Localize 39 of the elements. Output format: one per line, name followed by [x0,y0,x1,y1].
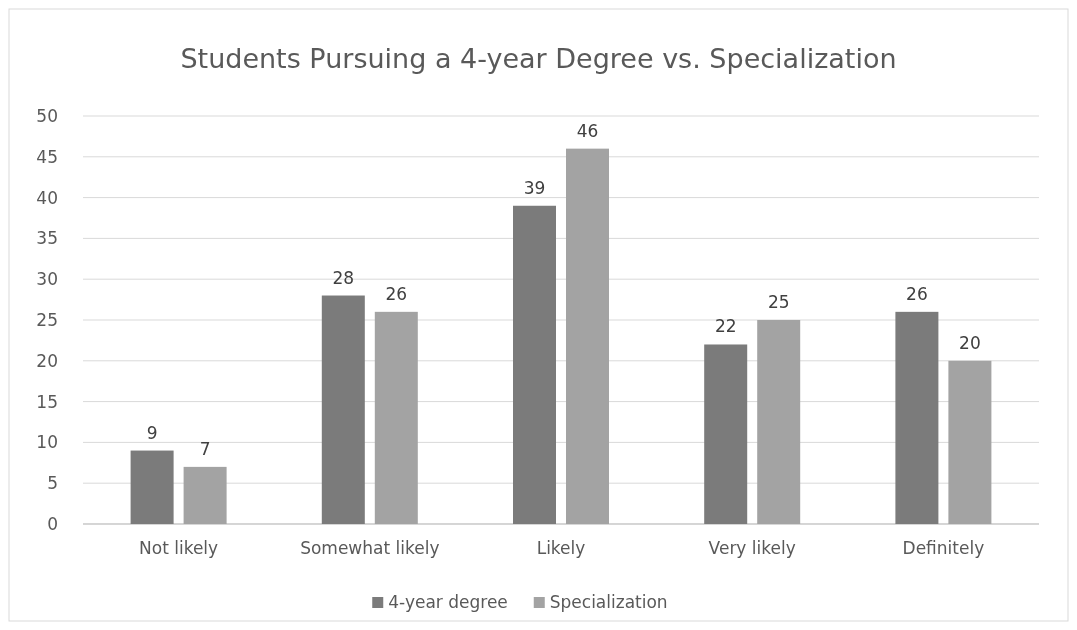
y-tick-label: 40 [36,187,58,208]
bar [948,360,992,524]
bar [757,320,801,524]
data-label: 26 [906,283,928,304]
y-tick-label: 20 [36,350,58,371]
data-label: 28 [332,267,355,288]
y-tick-label: 45 [36,146,58,167]
y-tick-label: 10 [36,432,58,453]
y-tick-label: 50 [36,105,58,126]
data-label: 20 [959,332,981,353]
y-tick-label: 15 [36,391,58,412]
bar [183,466,227,524]
bar [895,311,939,524]
x-tick-label: Definitely [902,538,985,558]
legend-label: Specialization [549,592,668,612]
bar [130,450,174,524]
data-label: 22 [714,316,737,337]
y-tick-label: 30 [36,269,58,290]
bar [374,311,418,524]
data-label: 25 [767,292,790,312]
bar [321,295,365,524]
data-label: 9 [146,422,158,443]
x-tick-label: Likely [536,538,586,558]
data-label: 46 [576,120,599,141]
legend-label: 4-year degree [388,592,508,612]
bar [704,344,748,524]
y-tick-label: 0 [47,513,58,534]
y-tick-label: 5 [47,473,58,494]
y-tick-label: 35 [36,228,58,249]
data-label: 26 [385,283,408,304]
data-label: 39 [523,177,546,198]
data-label: 7 [199,438,211,459]
bar [513,205,556,524]
chart-title: Students Pursuing a 4-year Degree vs. Specialization [180,43,897,74]
x-tick-label: Somewhat likely [300,538,440,558]
x-tick-label: Very likely [708,538,796,558]
bar [566,148,609,524]
x-tick-label: Not likely [139,538,219,558]
y-tick-label: 25 [36,309,58,330]
